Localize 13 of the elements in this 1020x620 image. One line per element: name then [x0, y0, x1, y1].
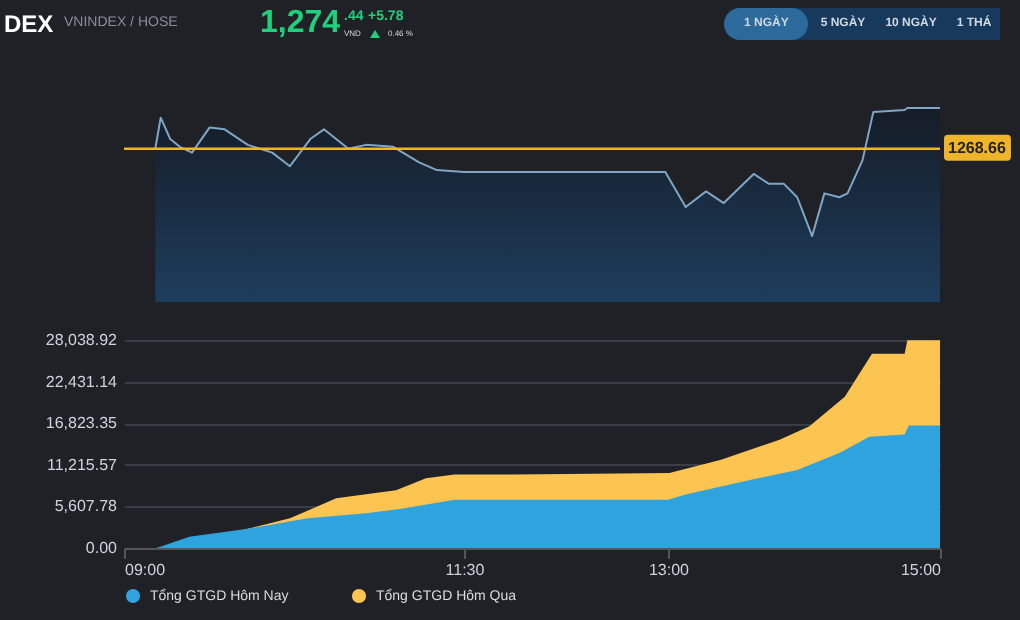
- x-tick-label: 11:30: [445, 561, 486, 579]
- y-tick-label: 16,823.35: [45, 414, 119, 433]
- y-tick-label: 28,038.92: [45, 331, 119, 349]
- y-tick-label: 5,607.78: [54, 497, 119, 516]
- x-tick-label: 15:00: [900, 561, 943, 579]
- y-tick-label: 0.00: [85, 539, 119, 557]
- x-tick-label: 13:00: [648, 561, 691, 579]
- x-tick-label: 09:00: [125, 561, 167, 579]
- y-tick-label: 11,215.57: [47, 455, 119, 474]
- text: 1268.66: [948, 138, 1007, 157]
- y-tick-label: 22,431.14: [45, 372, 119, 391]
- text: 1,274: [260, 6, 341, 42]
- text: DEX: [4, 10, 54, 38]
